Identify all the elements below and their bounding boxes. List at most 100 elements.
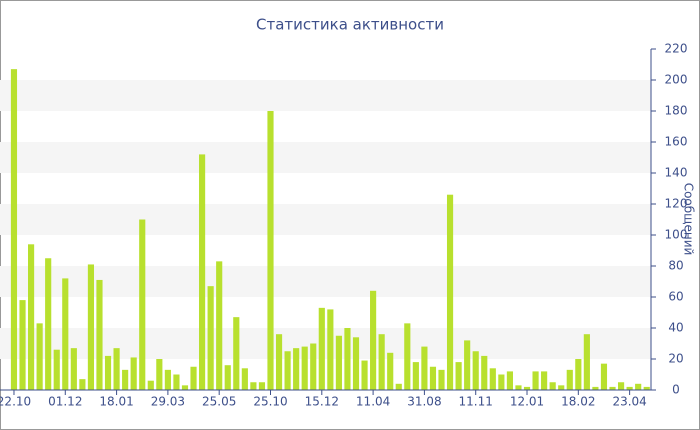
- bar: [626, 386, 633, 390]
- bar: [617, 382, 625, 390]
- bar: [446, 194, 454, 390]
- bar: [62, 278, 69, 390]
- bar: [250, 382, 257, 390]
- bar: [156, 359, 163, 390]
- bar: [395, 383, 402, 390]
- bar: [421, 346, 428, 390]
- bar: [104, 355, 112, 390]
- y-tick-label: 160: [665, 135, 688, 149]
- bar: [284, 351, 291, 390]
- y-tick-label: 60: [668, 290, 683, 304]
- bar: [515, 385, 522, 390]
- x-tick-label: 11.04: [356, 395, 390, 409]
- y-tick-label: 100: [665, 228, 688, 242]
- bar: [70, 348, 77, 390]
- bar: [472, 351, 479, 390]
- bar: [575, 359, 582, 390]
- x-tick-label: 01.12: [48, 395, 82, 409]
- bar: [96, 279, 103, 390]
- bar: [438, 369, 445, 390]
- bar: [523, 386, 531, 390]
- y-tick-label: 220: [665, 42, 688, 56]
- bar: [207, 286, 214, 390]
- bar: [233, 317, 240, 390]
- grid-band: [0, 142, 651, 173]
- x-tick-label: 31.08: [407, 395, 441, 409]
- bar: [173, 374, 180, 390]
- y-tick-label: 20: [668, 352, 683, 366]
- bar: [310, 343, 317, 390]
- y-tick-label: 200: [665, 73, 688, 87]
- x-tick-label: 15.12: [305, 395, 339, 409]
- bar: [27, 244, 35, 390]
- bar: [583, 334, 590, 390]
- bar: [122, 369, 129, 390]
- bar: [335, 335, 342, 390]
- x-tick-label: 18.02: [561, 395, 595, 409]
- bar: [241, 368, 248, 390]
- bar: [506, 371, 513, 390]
- grid-band: [0, 328, 651, 359]
- bar: [609, 386, 616, 390]
- bar: [318, 307, 325, 390]
- y-tick-label: 0: [672, 383, 680, 397]
- x-tick-label: 12.01: [510, 395, 544, 409]
- bar: [275, 334, 283, 390]
- bar: [498, 374, 505, 390]
- bar: [87, 264, 95, 390]
- bar: [549, 382, 556, 390]
- bar: [455, 362, 462, 390]
- bar: [79, 379, 86, 390]
- bar: [164, 369, 171, 390]
- x-tick-label: 11.11: [459, 395, 493, 409]
- bar: [130, 357, 137, 390]
- bar: [216, 261, 223, 390]
- bar: [566, 369, 573, 390]
- bar: [45, 258, 52, 390]
- bar: [481, 355, 488, 390]
- bar: [370, 290, 377, 390]
- bar: [199, 154, 206, 390]
- y-axis-title: Сообщений: [682, 183, 696, 256]
- bar: [301, 346, 308, 390]
- bar: [600, 363, 608, 390]
- bar: [352, 337, 360, 390]
- bar: [327, 309, 334, 390]
- bar: [19, 300, 26, 390]
- bar: [147, 380, 154, 390]
- x-tick-label: 23.04: [612, 395, 646, 409]
- bar: [113, 348, 120, 390]
- bar: [541, 371, 548, 390]
- x-tick-label: 29.03: [151, 395, 185, 409]
- bar: [181, 385, 189, 390]
- chart-title: Статистика активности: [256, 16, 444, 34]
- bar: [387, 352, 394, 390]
- x-tick-label: 25.10: [253, 395, 287, 409]
- bar: [224, 365, 231, 390]
- bar: [258, 382, 266, 390]
- grid-band: [0, 204, 651, 235]
- y-tick-label: 40: [668, 321, 683, 335]
- grid-band: [0, 266, 651, 297]
- bar: [635, 383, 642, 390]
- bar: [532, 371, 539, 390]
- bar: [361, 360, 368, 390]
- bar: [53, 349, 60, 390]
- bar: [412, 362, 419, 390]
- bar: [558, 385, 565, 390]
- bar: [139, 219, 146, 390]
- grid-band: [0, 80, 651, 111]
- bar: [267, 111, 274, 390]
- x-tick-label: 25.05: [202, 395, 236, 409]
- bar: [592, 386, 599, 390]
- bar: [489, 368, 496, 390]
- y-tick-label: 120: [665, 197, 688, 211]
- y-tick-label: 180: [665, 104, 688, 118]
- bar: [344, 328, 351, 390]
- bar: [404, 323, 411, 390]
- bar: [643, 386, 650, 390]
- bar: [10, 69, 18, 391]
- bar: [190, 366, 197, 390]
- bar: [36, 323, 43, 390]
